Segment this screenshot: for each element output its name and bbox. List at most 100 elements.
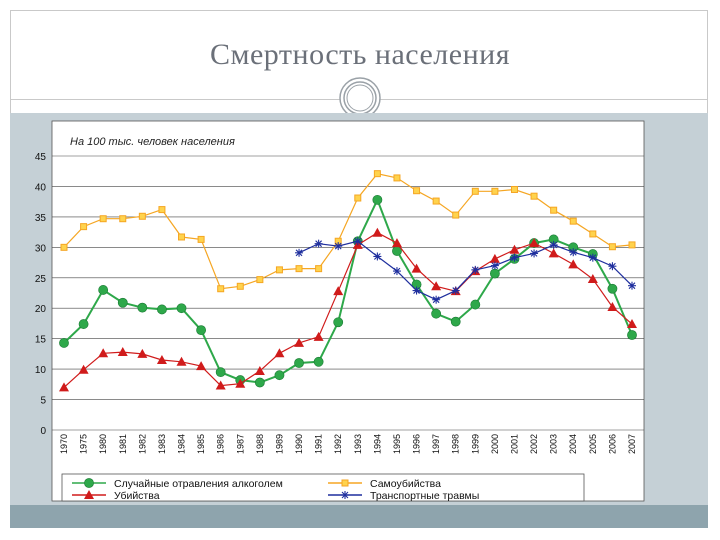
data-point xyxy=(530,192,538,200)
data-point xyxy=(274,370,285,381)
x-tick-label: 1993 xyxy=(353,434,363,454)
x-tick-label: 1982 xyxy=(137,434,147,454)
y-tick-label: 40 xyxy=(35,182,47,193)
y-tick-label: 25 xyxy=(35,274,47,285)
chart-panel: На 100 тыс. человек населения 0 5 10 15 20 25… xyxy=(10,113,708,505)
data-point xyxy=(196,361,207,371)
x-tick-label: 1975 xyxy=(79,434,89,454)
x-tick-label: 1996 xyxy=(412,434,422,454)
data-point xyxy=(84,490,94,499)
slide-title: Смертность населения xyxy=(210,38,510,71)
data-point xyxy=(450,316,461,327)
y-tick-label: 0 xyxy=(40,426,46,437)
y-tick-label: 30 xyxy=(35,243,47,254)
slide-footer-bar xyxy=(10,505,708,528)
data-point xyxy=(236,282,244,290)
data-point xyxy=(119,215,127,223)
mortality-line-chart: На 100 тыс. человек населения 0 5 10 15 20 25… xyxy=(35,120,645,502)
data-point xyxy=(432,197,440,205)
data-point xyxy=(313,356,324,367)
series-2 xyxy=(60,170,636,293)
data-point xyxy=(117,297,128,308)
data-point xyxy=(156,354,167,364)
series-4 xyxy=(295,237,636,304)
data-point xyxy=(529,238,540,248)
data-point xyxy=(589,230,597,238)
x-tick-label: 1994 xyxy=(372,434,382,454)
data-point xyxy=(215,380,226,390)
y-tick-label: 20 xyxy=(35,304,47,315)
y-tick-label: 10 xyxy=(35,365,47,376)
legend-item: Транспортные травмы xyxy=(328,490,479,502)
legend-box xyxy=(61,473,585,502)
x-tick-label: 2002 xyxy=(529,434,539,454)
x-tick-label: 1984 xyxy=(177,434,187,454)
data-point xyxy=(628,241,636,249)
x-tick-label: 2005 xyxy=(588,434,598,454)
data-point xyxy=(176,303,187,314)
data-point xyxy=(98,285,109,295)
chart-subtitle: На 100 тыс. человек населения xyxy=(70,136,235,148)
data-point xyxy=(217,285,225,293)
x-tick-label: 1998 xyxy=(451,434,461,454)
data-point xyxy=(59,382,69,392)
data-point xyxy=(412,286,421,295)
x-tick-label: 1986 xyxy=(216,434,226,454)
data-point xyxy=(491,187,499,195)
data-point xyxy=(431,281,442,291)
x-tick-label: 2004 xyxy=(568,434,578,454)
x-tick-label: 1992 xyxy=(333,434,343,454)
x-tick-label: 1991 xyxy=(314,434,324,454)
data-point xyxy=(196,325,207,336)
x-tick-label: 1989 xyxy=(274,434,284,454)
data-point xyxy=(509,244,520,254)
data-point xyxy=(471,265,480,274)
chart-paper xyxy=(51,120,645,502)
x-tick-label: 1970 xyxy=(59,434,69,454)
data-point xyxy=(354,194,362,202)
data-point xyxy=(372,194,383,205)
data-point xyxy=(510,185,518,193)
data-point xyxy=(295,248,304,257)
y-tick-label: 45 xyxy=(35,152,47,163)
x-tick-label: 2003 xyxy=(549,434,559,454)
data-point xyxy=(510,253,519,262)
data-point xyxy=(489,268,500,279)
data-point xyxy=(341,491,349,499)
x-tick-label: 2007 xyxy=(627,434,637,454)
data-point xyxy=(215,367,226,378)
data-point xyxy=(274,348,285,358)
x-tick-label: 1999 xyxy=(470,434,480,454)
data-point xyxy=(470,299,481,310)
legend-label: Случайные отравления алкоголем xyxy=(114,478,283,490)
data-point xyxy=(99,215,107,223)
data-point xyxy=(275,266,283,274)
data-point xyxy=(373,170,381,178)
data-point xyxy=(84,478,94,488)
data-point xyxy=(628,281,636,290)
data-point xyxy=(78,364,89,374)
data-point xyxy=(627,330,637,340)
data-point xyxy=(431,308,442,319)
data-point xyxy=(452,211,460,219)
data-point xyxy=(314,239,323,248)
data-point xyxy=(78,319,89,329)
data-point xyxy=(373,252,382,261)
x-tick-label: 1980 xyxy=(98,434,108,454)
data-point xyxy=(137,348,148,358)
data-point xyxy=(550,206,558,214)
x-tick-label: 1995 xyxy=(392,434,402,454)
data-point xyxy=(157,304,167,315)
circle-ornament-icon xyxy=(339,77,381,119)
data-point xyxy=(372,227,383,237)
data-point xyxy=(137,302,148,313)
x-tick-label: 1997 xyxy=(431,434,441,454)
data-point xyxy=(393,174,401,182)
data-point xyxy=(254,365,265,375)
y-tick-label: 35 xyxy=(35,213,47,224)
data-point xyxy=(569,217,577,225)
x-tick-label: 1990 xyxy=(294,434,304,454)
x-tick-label: 2000 xyxy=(490,434,500,454)
data-point xyxy=(569,248,578,257)
data-point xyxy=(608,262,617,271)
